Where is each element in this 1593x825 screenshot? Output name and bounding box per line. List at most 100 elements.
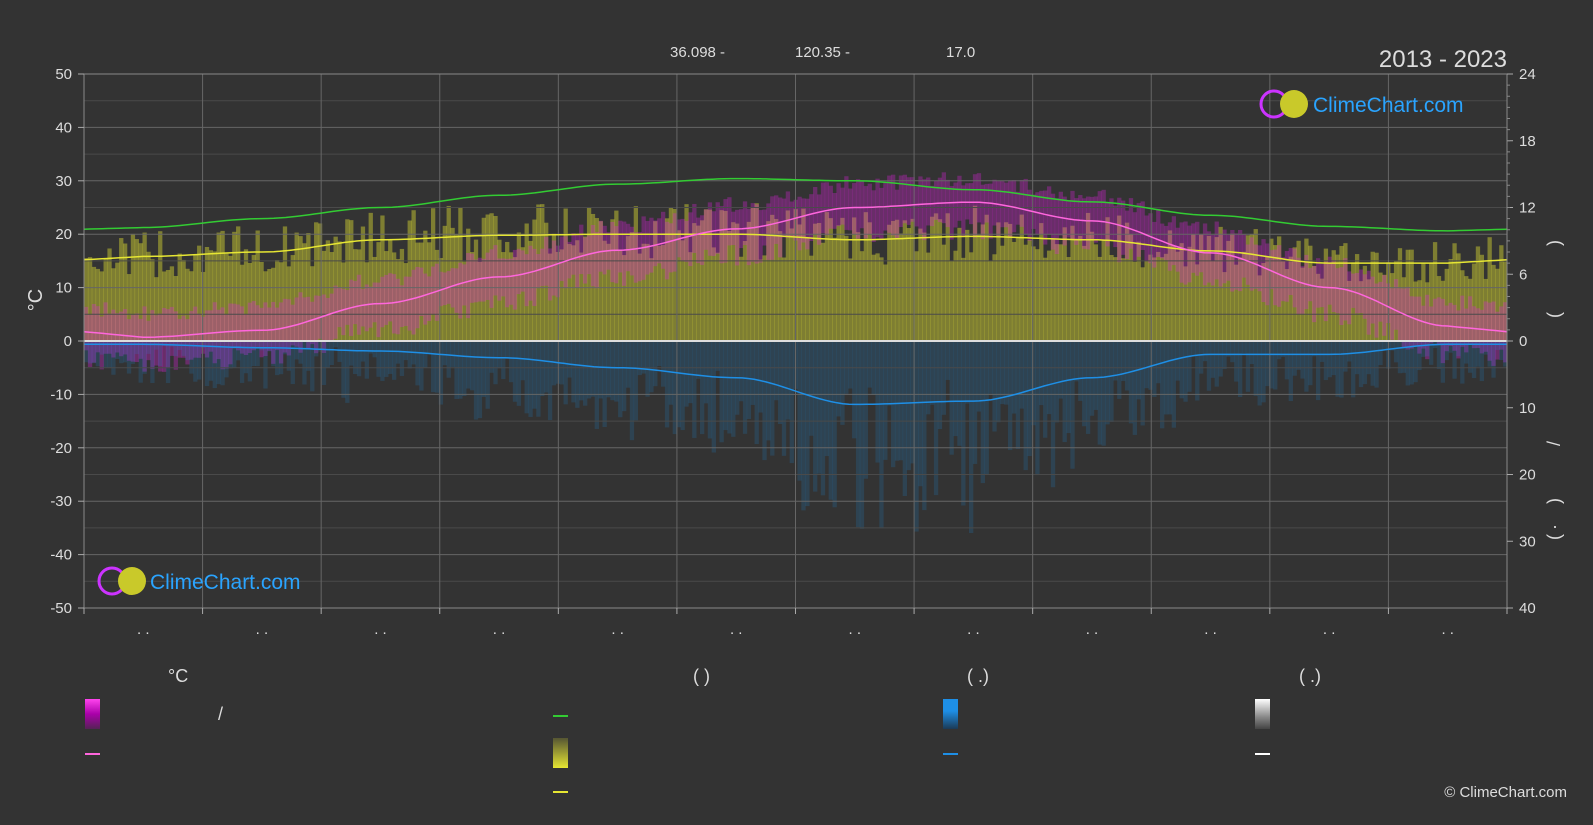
- precipitation-band-bar: [138, 341, 143, 383]
- temperature-band-bar: [298, 292, 303, 353]
- sunshine-band-bar: [1421, 263, 1426, 341]
- precipitation-band-bar: [1097, 341, 1102, 445]
- precipitation-band-bar: [1214, 341, 1219, 387]
- sunshine-band-bar: [208, 250, 214, 341]
- precipitation-band-bar: [1054, 341, 1060, 423]
- sunshine-band-bar: [1031, 246, 1036, 341]
- sunshine-band-bar: [99, 271, 104, 341]
- sunshine-band-bar: [918, 228, 923, 341]
- precipitation-band-bar: [828, 341, 833, 500]
- temperature-band-bar: [263, 302, 268, 357]
- temperature-band-bar: [902, 174, 908, 224]
- sunshine-band-bar: [1171, 245, 1177, 341]
- precipitation-band-bar: [505, 341, 510, 359]
- precipitation-band-bar: [212, 341, 217, 389]
- precipitation-band-bar: [766, 341, 771, 441]
- sunshine-band-bar: [173, 275, 178, 341]
- temperature-band-bar: [610, 221, 615, 283]
- precipitation-band-bar: [1105, 341, 1110, 425]
- temperature-band-bar: [1335, 268, 1340, 314]
- sunshine-band-bar: [633, 206, 639, 341]
- left-axis-unit: °C: [25, 289, 47, 311]
- temperature-band-bar: [933, 180, 939, 220]
- precipitation-band-bar: [1128, 341, 1134, 424]
- precipitation-band-bar: [1300, 341, 1305, 379]
- chart-axes: 50 40 30 20 10 0 -10 -20 -30 -40 -50 24 18 12 6 0 10 20 30…: [50, 66, 1535, 638]
- temperature-band-bar: [1011, 180, 1017, 233]
- sunshine-band-bar: [583, 236, 588, 341]
- temperature-band-bar: [781, 198, 787, 238]
- temperature-band-bar: [1464, 308, 1469, 353]
- chart-series: [83, 177, 1508, 406]
- legend-rain-band-swatch: [943, 699, 958, 729]
- precipitation-band-bar: [758, 341, 763, 413]
- temperature-band-bar: [99, 316, 104, 370]
- precipitation-band-bar: [668, 341, 674, 405]
- left-tick-label: 50: [55, 66, 72, 83]
- precipitation-band-bar: [427, 341, 432, 354]
- precipitation-band-bar: [193, 341, 198, 382]
- sunshine-band-bar: [376, 242, 381, 341]
- sunshine-band-bar: [684, 204, 689, 341]
- temperature-band-bar: [1117, 197, 1122, 263]
- temperature-band-bar: [1019, 179, 1024, 227]
- precipitation-band-bar: [91, 341, 97, 364]
- temperature-band-bar: [703, 209, 709, 250]
- temperature-band-bar: [536, 254, 541, 289]
- temperature-band-bar: [618, 220, 623, 273]
- temperature-band-bar: [1378, 281, 1383, 322]
- sunshine-band-bar: [512, 257, 518, 341]
- sunshine-band-bar: [770, 214, 775, 341]
- sunshine-band-bar: [1339, 245, 1344, 341]
- temperature-band-bar: [918, 176, 923, 235]
- precipitation-band-bar: [1280, 341, 1286, 357]
- precipitation-band-bar: [898, 341, 904, 461]
- precipitation-band-bar: [1343, 341, 1348, 372]
- precipitation-band-bar: [1503, 341, 1508, 367]
- sunshine-band-bar: [906, 228, 911, 341]
- temperature-band-bar: [469, 253, 475, 303]
- temperature-band-bar: [1339, 267, 1344, 326]
- sunshine-band-bar: [1132, 261, 1138, 341]
- sunshine-band-bar: [290, 255, 295, 341]
- sunshine-band-bar: [528, 240, 533, 341]
- precipitation-band-bar: [1425, 341, 1430, 357]
- temperature-band-bar: [1226, 234, 1231, 281]
- temperature-band-bar: [824, 182, 830, 236]
- precipitation-band-bar: [824, 341, 830, 457]
- precipitation-band-bar: [809, 341, 814, 436]
- temperature-band-bar: [657, 218, 662, 264]
- precipitation-band-bar: [1327, 341, 1332, 378]
- precipitation-band-bar: [547, 341, 553, 421]
- temperature-band-bar: [1074, 198, 1079, 245]
- precipitation-band-bar: [953, 341, 958, 437]
- precipitation-band-bar: [1171, 341, 1177, 428]
- precipitation-band-bar: [1202, 341, 1208, 362]
- temperature-band-bar: [1000, 181, 1005, 228]
- precipitation-band-bar: [356, 341, 362, 377]
- temperature-band-bar: [1124, 210, 1130, 259]
- sunshine-band-bar: [606, 243, 611, 341]
- temperature-band-bar: [438, 271, 444, 307]
- temperature-band-bar: [1432, 298, 1438, 342]
- sunshine-band-bar: [1241, 251, 1247, 341]
- precipitation-band-bar: [1378, 341, 1383, 366]
- temperature-band-bar: [512, 249, 518, 310]
- sunshine-band-bar: [1315, 273, 1321, 341]
- precipitation-band-bar: [1382, 341, 1387, 350]
- temperature-band-bar: [785, 191, 791, 238]
- precipitation-band-bar: [391, 341, 397, 380]
- left-tick-label: -50: [50, 600, 72, 617]
- temperature-band-bar: [302, 297, 307, 342]
- temperature-band-bar: [836, 183, 841, 227]
- sunshine-band-bar: [540, 204, 545, 341]
- copyright: © ClimeChart.com: [1444, 784, 1567, 801]
- precipitation-band-bar: [1121, 341, 1126, 382]
- precipitation-band-bar: [629, 341, 635, 441]
- sunshine-band-bar: [937, 219, 943, 341]
- temperature-band-bar: [236, 304, 241, 351]
- temperature-band-bar: [1097, 191, 1102, 240]
- precipitation-band-bar: [1292, 341, 1297, 376]
- sunshine-band-bar: [1066, 257, 1071, 341]
- temperature-band-bar: [310, 301, 315, 345]
